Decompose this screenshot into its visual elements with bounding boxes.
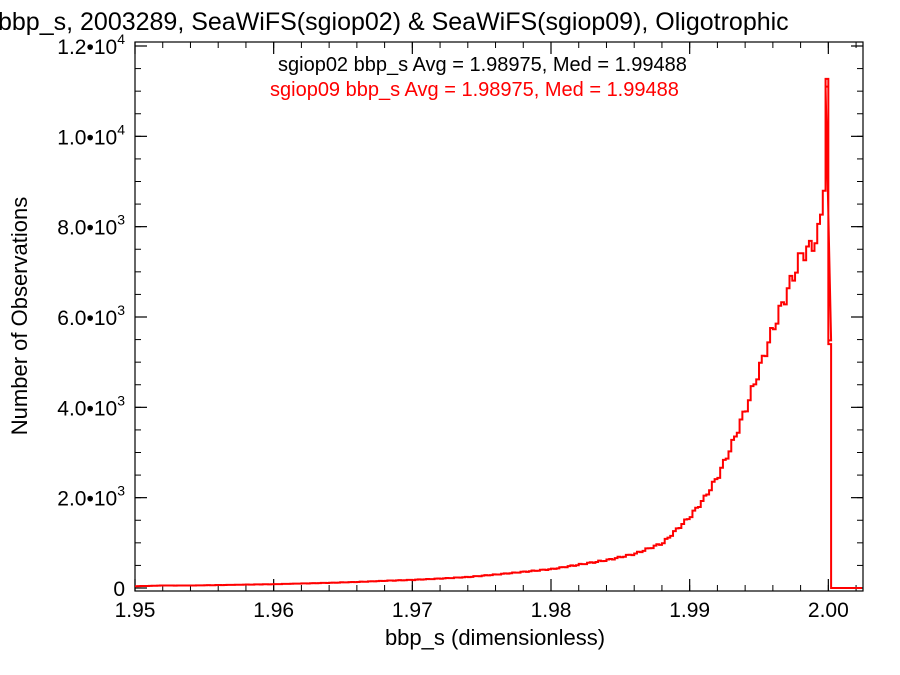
y-tick-label: 1.2•104 xyxy=(57,31,125,59)
legend-stats-sgiop09: sgiop09 bbp_s Avg = 1.98975, Med = 1.994… xyxy=(270,79,679,101)
x-tick-label: 2.00 xyxy=(808,599,849,622)
y-tick-label: 4.0•103 xyxy=(57,392,125,420)
y-tick-label: 6.0•103 xyxy=(57,302,125,330)
x-tick-label: 1.97 xyxy=(392,599,433,622)
legend-stats-sgiop02: sgiop02 bbp_s Avg = 1.98975, Med = 1.994… xyxy=(278,54,687,76)
y-tick-label: 1.0•104 xyxy=(57,121,125,149)
y-tick-label: 2.0•103 xyxy=(57,483,125,511)
y-tick-label: 0 xyxy=(113,578,125,601)
y-axis-ticks: 0 2.0•103 4.0•103 6.0•103 8.0•103 1.0•104 1.2•… xyxy=(57,31,863,601)
y-tick-label: 8.0•103 xyxy=(57,212,125,240)
y-axis-label: Number of Observations xyxy=(7,197,32,435)
histogram-series-sgiop09 xyxy=(135,77,862,589)
x-tick-label: 1.98 xyxy=(531,599,572,622)
plot-frame xyxy=(134,41,864,592)
x-tick-label: 1.99 xyxy=(669,599,710,622)
x-tick-label: 1.95 xyxy=(115,599,156,622)
x-axis-ticks: 1.95 1.96 1.97 1.98 1.99 2.00 xyxy=(115,42,857,622)
chart-title: bbp_s, 2003289, SeaWiFS(sgiop02) & SeaWi… xyxy=(0,8,789,36)
x-axis-label: bbp_s (dimensionless) xyxy=(385,625,605,650)
x-tick-label: 1.96 xyxy=(253,599,294,622)
